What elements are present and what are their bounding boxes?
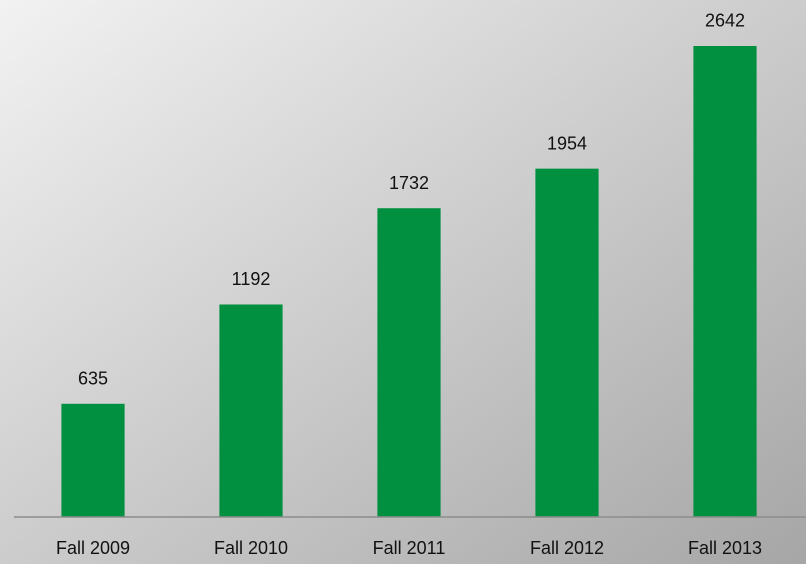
data-label: 1732 (389, 173, 429, 193)
bar (61, 403, 125, 517)
bar (219, 304, 283, 517)
x-tick-label: Fall 2010 (214, 538, 288, 558)
bar (693, 45, 757, 517)
data-label: 1954 (547, 133, 587, 153)
data-label: 1192 (232, 269, 271, 289)
data-label: 2642 (705, 11, 745, 31)
data-label: 635 (78, 369, 108, 389)
x-tick-label: Fall 2012 (530, 538, 604, 558)
x-tick-label: Fall 2011 (373, 538, 446, 558)
bar (377, 208, 441, 518)
bar (535, 168, 599, 517)
x-tick-label: Fall 2009 (56, 538, 130, 558)
x-tick-label: Fall 2013 (688, 538, 762, 558)
